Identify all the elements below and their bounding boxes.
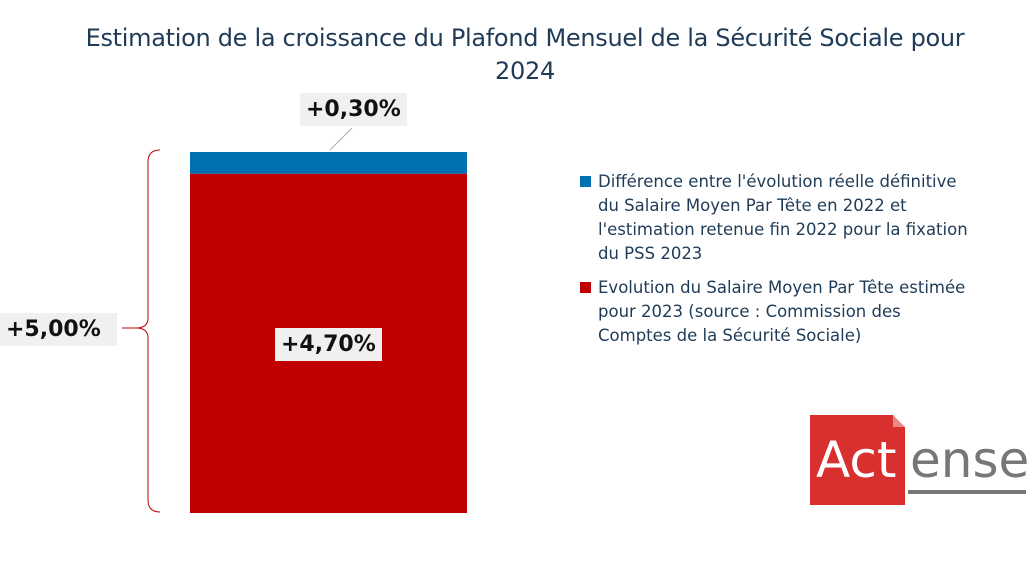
legend-swatch: [580, 282, 591, 293]
chart-title: Estimation de la croissance du Plafond M…: [85, 24, 965, 85]
bar-segment-1: [190, 152, 467, 174]
legend: Différence entre l'évolution réelle défi…: [580, 170, 970, 358]
label-leader-line: [329, 127, 353, 151]
data-label-diff: +0,30%: [300, 93, 407, 126]
data-label-total: +5,00%: [0, 313, 117, 346]
total-brace: [135, 149, 161, 513]
legend-item-evolution: Evolution du Salaire Moyen Par Tête esti…: [580, 276, 970, 348]
legend-item-diff: Différence entre l'évolution réelle défi…: [580, 170, 970, 266]
legend-swatch: [580, 176, 591, 187]
actense-logo: Act ense: [810, 415, 1030, 510]
data-label-evolution: +4,70%: [275, 328, 382, 361]
